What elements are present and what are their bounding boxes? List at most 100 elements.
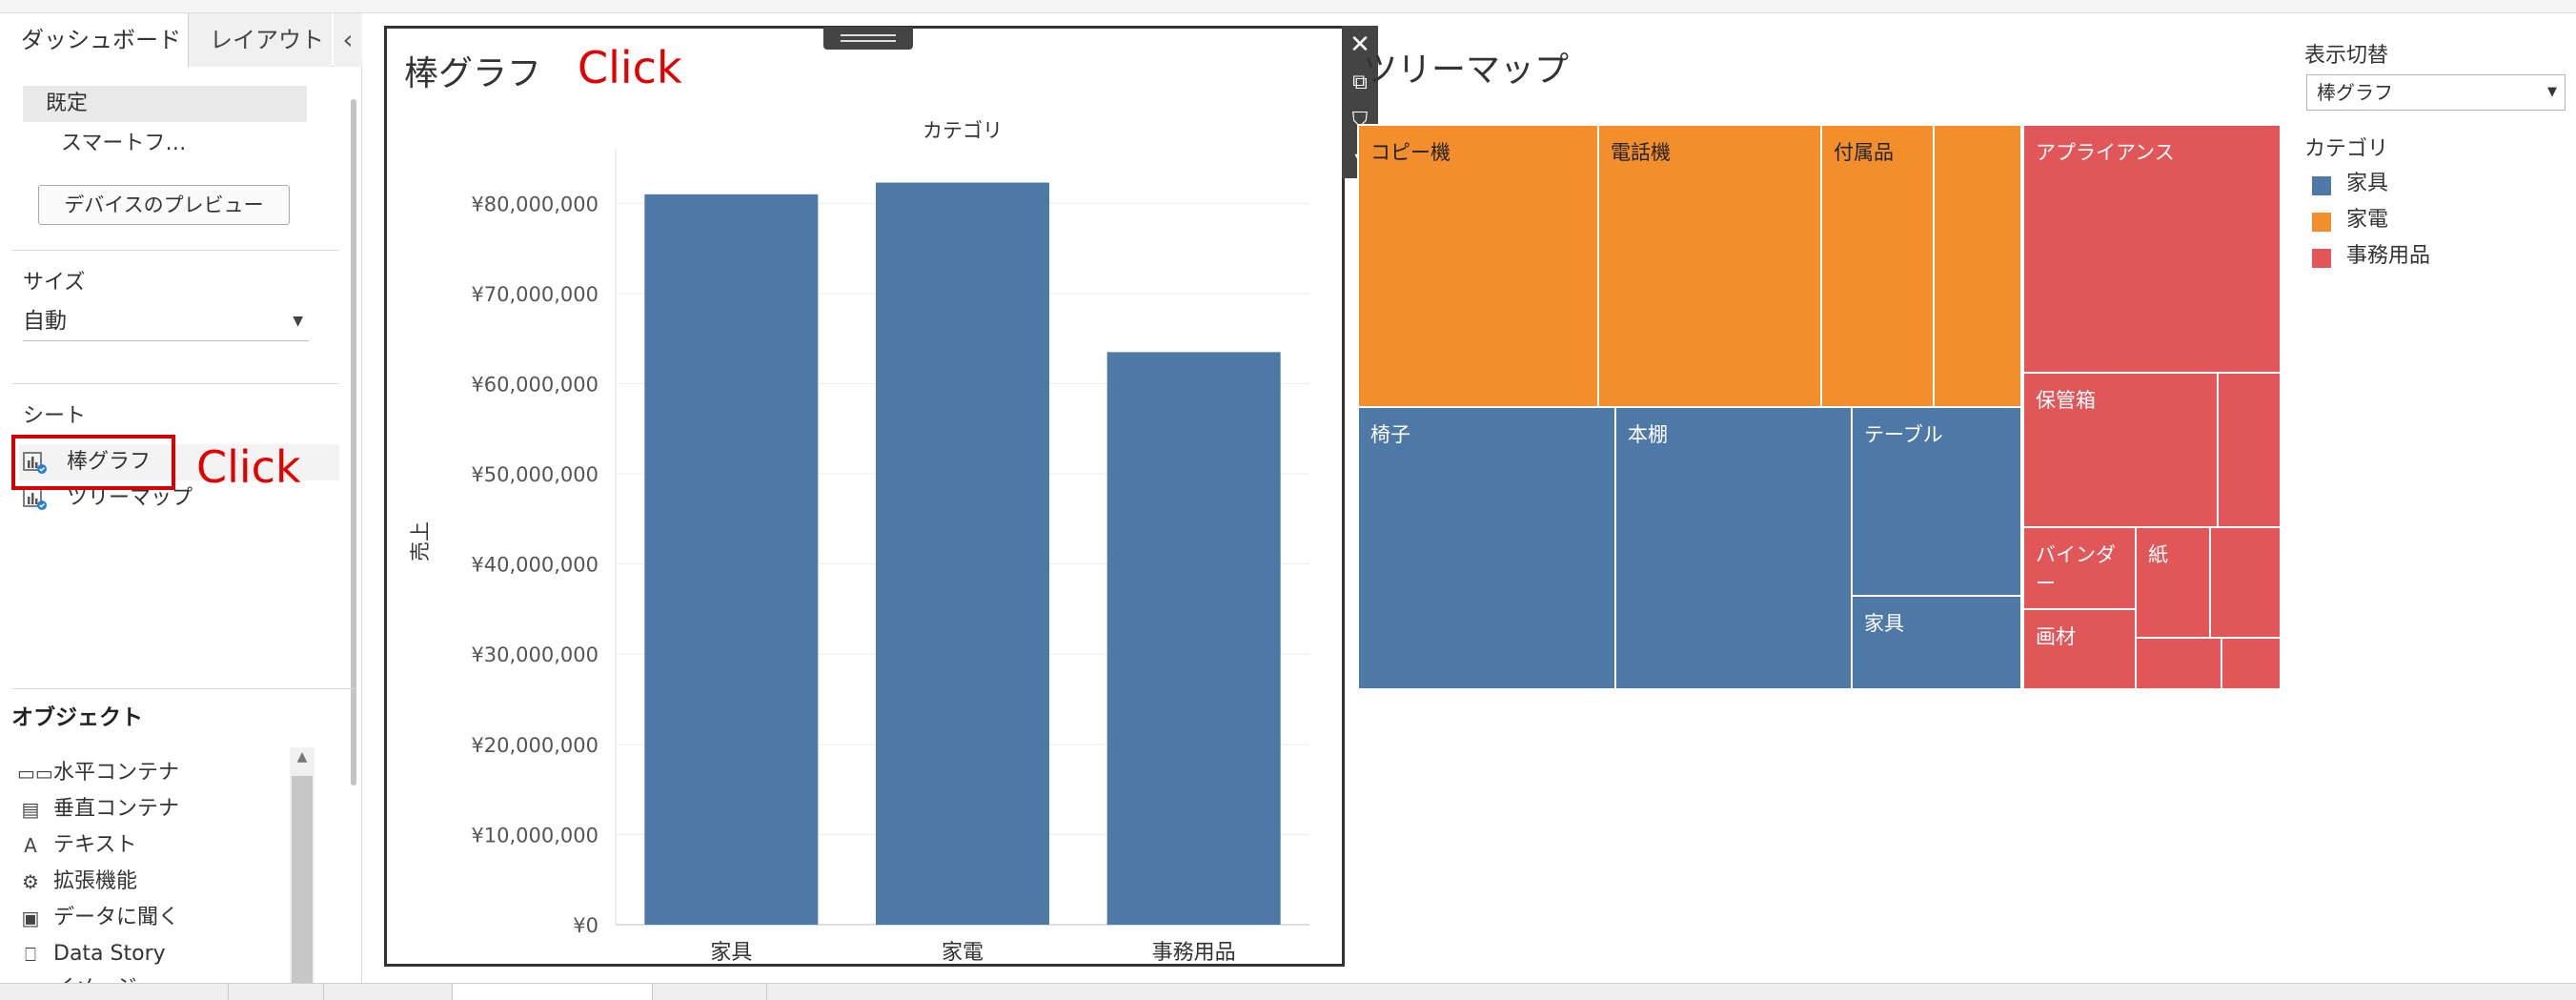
divider xyxy=(11,250,339,251)
highlight-box xyxy=(11,435,175,490)
y-tick-label: ¥60,000,000 xyxy=(471,373,598,396)
treemap-cell-storage[interactable]: 保管箱 xyxy=(2022,372,2219,528)
image-icon: ▨ xyxy=(17,970,44,983)
x-tick-label: 家具 xyxy=(710,941,752,964)
data-story-icon: ⎕ xyxy=(25,943,36,966)
tab-dashboard[interactable]: ダッシュボード xyxy=(0,13,189,67)
treemap-cell-red-small[interactable] xyxy=(2221,637,2282,690)
object-extension[interactable]: ⚙ 拡張機能 xyxy=(17,864,294,900)
chevron-down-icon: ▼ xyxy=(293,314,303,329)
size-value: 自動 xyxy=(23,309,67,334)
click-annotation: Click xyxy=(196,441,301,493)
treemap-cell-red-other[interactable] xyxy=(2217,372,2282,528)
objects-scrollbar-thumb[interactable] xyxy=(292,776,313,995)
sidebar-tabs: ダッシュボード レイアウト ‹ xyxy=(0,13,362,67)
sheet-item-bar-chart[interactable]: 棒グラフ xyxy=(19,444,339,480)
sheet-tab[interactable] xyxy=(229,984,324,1000)
object-label: データに聞く xyxy=(53,906,180,929)
bar-chart-title: 棒グラフ xyxy=(404,54,542,93)
treemap-cell-chair[interactable]: 椅子 xyxy=(1357,406,1616,690)
y-tick-label: ¥70,000,000 xyxy=(471,283,598,306)
object-label: 水平コンテナ xyxy=(53,761,180,785)
chevron-down-icon: ▼ xyxy=(2547,85,2557,99)
y-axis-label: 売上 xyxy=(409,521,432,561)
drag-handle-icon[interactable] xyxy=(823,27,913,50)
legend-swatch xyxy=(2312,176,2331,195)
chart-column-header: カテゴリ xyxy=(923,119,1003,142)
sheets-label: シート xyxy=(23,404,87,428)
treemap-cell-red-small[interactable] xyxy=(2209,526,2282,639)
legend-title: カテゴリ xyxy=(2304,137,2389,161)
size-label: サイズ xyxy=(23,271,86,295)
treemap-cell-copier[interactable]: コピー機 xyxy=(1357,124,1599,408)
treemap-cell-orange-other[interactable] xyxy=(1933,124,2022,408)
sidebar-scrollbar[interactable] xyxy=(351,99,356,786)
object-horizontal-container[interactable]: ▭▭ 水平コンテナ xyxy=(17,755,294,791)
object-image[interactable]: ▨ イメージ xyxy=(17,970,294,983)
legend-label: 家具 xyxy=(2346,172,2389,195)
sheet-tab[interactable] xyxy=(653,984,767,1000)
device-preview-button[interactable]: デバイスのプレビュー xyxy=(38,185,290,225)
treemap-cell-accessories[interactable]: 付属品 xyxy=(1820,124,1935,408)
sheet-tab[interactable] xyxy=(0,984,229,1000)
y-tick-label: ¥50,000,000 xyxy=(471,463,598,486)
treemap-cell-binder[interactable]: バインダー xyxy=(2022,526,2137,610)
object-label: イメージ xyxy=(53,970,137,983)
treemap-cell-phone[interactable]: 電話機 xyxy=(1597,124,1822,408)
object-text[interactable]: A テキスト xyxy=(17,827,294,864)
click-annotation: Click xyxy=(578,42,682,93)
sheet-label: ツリーマップ xyxy=(67,486,193,510)
device-preset-smartphone[interactable]: スマートフ… xyxy=(61,132,187,155)
sheet-bar-icon xyxy=(23,488,47,510)
sheet-tab[interactable] xyxy=(453,984,653,1000)
legend-swatch xyxy=(2312,249,2331,268)
object-label: Data Story xyxy=(53,942,166,966)
device-preset-default[interactable]: 既定 xyxy=(23,86,307,122)
bar[interactable] xyxy=(876,182,1049,925)
x-tick-label: 事務用品 xyxy=(1152,941,1236,964)
sheet-bar-icon xyxy=(23,452,47,474)
extension-icon: ⚙ xyxy=(22,870,39,893)
treemap-cell-furniture[interactable]: 家具 xyxy=(1851,595,2022,690)
y-tick-label: ¥0 xyxy=(573,914,598,937)
ask-data-icon: ▣ xyxy=(21,907,40,929)
bar[interactable] xyxy=(644,194,819,925)
close-icon[interactable]: ✕ xyxy=(1349,31,1370,59)
sheet-tab-strip xyxy=(0,983,2576,1000)
bar[interactable] xyxy=(1106,352,1281,925)
object-ask-data[interactable]: ▣ データに聞く xyxy=(17,900,294,936)
object-vertical-container[interactable]: ▤ 垂直コンテナ xyxy=(17,791,294,827)
display-switch-dropdown[interactable]: 棒グラフ ▼ xyxy=(2306,74,2566,111)
divider xyxy=(11,383,339,384)
y-tick-label: ¥10,000,000 xyxy=(471,824,598,847)
treemap-cell-bookshelf[interactable]: 本棚 xyxy=(1614,406,1853,690)
treemap-cell-appliance[interactable]: アプライアンス xyxy=(2022,124,2282,374)
object-data-story[interactable]: ⎕ Data Story xyxy=(17,936,294,972)
treemap-title: ツリーマップ xyxy=(1363,51,1570,90)
vertical-container-icon: ▤ xyxy=(21,798,40,821)
sheet-tab[interactable] xyxy=(324,984,453,1000)
treemap-cell-paper[interactable]: 紙 xyxy=(2135,526,2211,639)
display-switch-value: 棒グラフ xyxy=(2317,81,2393,104)
object-label: 垂直コンテナ xyxy=(53,797,180,821)
scroll-up-icon[interactable]: ▲ xyxy=(296,749,308,765)
open-external-icon[interactable]: ⧉ xyxy=(1352,71,1368,94)
tab-layout[interactable]: レイアウト xyxy=(189,13,332,67)
text-icon: A xyxy=(24,834,37,857)
treemap-cell-table[interactable]: テーブル xyxy=(1851,406,2022,597)
sheet-item-treemap[interactable]: ツリーマップ xyxy=(19,480,339,517)
y-tick-label: ¥20,000,000 xyxy=(471,734,598,757)
collapse-sidebar-icon[interactable]: ‹ xyxy=(334,13,362,67)
horizontal-container-icon: ▭▭ xyxy=(17,762,53,785)
legend-swatch xyxy=(2312,213,2331,232)
legend-label: 家電 xyxy=(2346,208,2389,232)
y-tick-label: ¥80,000,000 xyxy=(471,193,598,215)
treemap-cell-red-small[interactable] xyxy=(2135,637,2222,690)
y-tick-label: ¥40,000,000 xyxy=(471,554,598,577)
y-tick-label: ¥30,000,000 xyxy=(471,643,598,666)
treemap-cell-art[interactable]: 画材 xyxy=(2022,608,2137,690)
size-dropdown[interactable]: 自動 ▼ xyxy=(23,301,309,341)
sheet-label: 棒グラフ xyxy=(67,450,152,474)
bar-chart-container[interactable]: 棒グラフ Click カテゴリ ¥0 ¥10,000,000 ¥20,000,000 ¥… xyxy=(384,26,1345,967)
object-label: 拡張機能 xyxy=(53,869,138,893)
